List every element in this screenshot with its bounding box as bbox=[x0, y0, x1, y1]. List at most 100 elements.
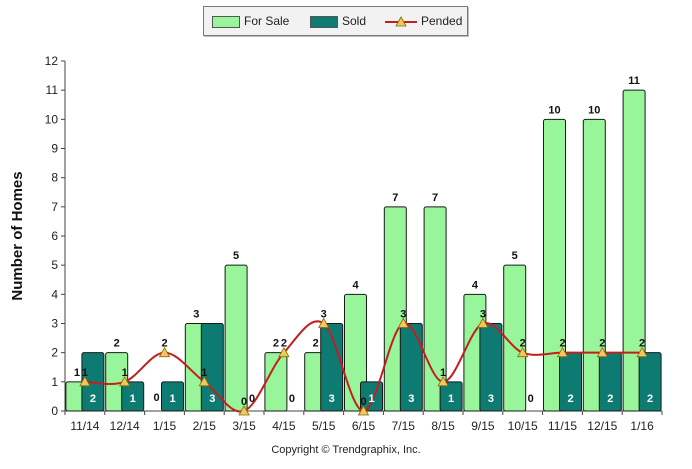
pended-marker bbox=[79, 376, 91, 387]
bar-for-sale bbox=[503, 264, 527, 412]
bar-sold bbox=[439, 381, 463, 412]
x-tick-label: 11/14 bbox=[70, 419, 99, 433]
pended-line bbox=[79, 317, 648, 416]
y-tick-label: 11 bbox=[46, 83, 59, 97]
label-pended: 0 bbox=[360, 396, 366, 408]
label-for-sale: 2 bbox=[273, 338, 279, 350]
label-sold: 0 bbox=[249, 393, 255, 405]
label-pended: 2 bbox=[639, 338, 645, 350]
label-pended: 3 bbox=[400, 309, 406, 321]
label-sold: 2 bbox=[90, 393, 96, 405]
label-for-sale: 5 bbox=[512, 250, 518, 262]
label-pended: 2 bbox=[599, 338, 605, 350]
pended-marker bbox=[318, 317, 330, 328]
pended-marker bbox=[437, 376, 449, 387]
label-for-sale: 2 bbox=[114, 338, 120, 350]
y-tick-label: 2 bbox=[51, 346, 58, 360]
label-pended: 0 bbox=[241, 396, 247, 408]
label-for-sale: 1 bbox=[74, 367, 80, 379]
x-tick-label: 9/15 bbox=[471, 419, 495, 433]
x-tick-label: 1/16 bbox=[630, 419, 654, 433]
label-pended: 2 bbox=[520, 338, 526, 350]
label-for-sale: 10 bbox=[588, 104, 600, 116]
bar-for-sale bbox=[543, 118, 566, 412]
x-tick-label: 10/15 bbox=[508, 419, 538, 433]
label-sold: 2 bbox=[607, 393, 613, 405]
legend-for-sale-swatch bbox=[212, 16, 240, 28]
legend-sold-label: Sold bbox=[342, 14, 367, 28]
pended-marker bbox=[278, 346, 290, 358]
label-sold: 0 bbox=[528, 393, 534, 405]
legend-sold-swatch bbox=[310, 16, 338, 28]
y-tick-label: 4 bbox=[51, 287, 58, 301]
label-sold: 3 bbox=[408, 393, 414, 405]
y-tick-label: 9 bbox=[51, 142, 58, 156]
label-for-sale: 4 bbox=[352, 279, 359, 291]
bar-sold bbox=[638, 352, 662, 412]
label-sold: 3 bbox=[488, 393, 494, 405]
label-for-sale: 7 bbox=[392, 192, 398, 204]
label-sold: 1 bbox=[368, 393, 374, 405]
pended-marker bbox=[357, 405, 370, 416]
legend-pended-label: Pended bbox=[421, 14, 463, 28]
x-tick-label: 5/15 bbox=[312, 419, 336, 433]
pended-marker bbox=[158, 346, 171, 358]
label-pended: 3 bbox=[321, 309, 327, 321]
bar-for-sale bbox=[582, 118, 606, 412]
label-sold: 1 bbox=[169, 393, 175, 405]
pended-marker bbox=[556, 346, 569, 358]
y-tick-label: 1 bbox=[51, 375, 58, 389]
x-tick-label: 12/14 bbox=[110, 419, 140, 433]
label-for-sale: 5 bbox=[233, 250, 239, 262]
pended-marker bbox=[477, 317, 489, 328]
x-tick-label: 8/15 bbox=[431, 419, 455, 433]
y-tick-label: 10 bbox=[45, 112, 59, 126]
label-sold: 2 bbox=[567, 393, 573, 405]
bar-sold bbox=[399, 323, 423, 412]
label-sold: 0 bbox=[289, 393, 295, 405]
label-sold: 1 bbox=[448, 393, 454, 405]
x-tick-label: 12/15 bbox=[587, 419, 617, 433]
label-sold: 3 bbox=[329, 393, 335, 405]
pended-marker bbox=[198, 376, 210, 387]
label-for-sale: 0 bbox=[153, 392, 159, 404]
label-pended: 1 bbox=[122, 367, 128, 379]
x-tick-label: 4/15 bbox=[272, 419, 296, 433]
pended-marker bbox=[517, 346, 529, 358]
pended-marker bbox=[397, 317, 409, 328]
label-sold: 3 bbox=[209, 393, 215, 405]
bar-for-sale bbox=[622, 89, 646, 412]
bar-sold bbox=[161, 381, 184, 412]
pended-marker bbox=[119, 376, 131, 387]
legend-pended-line-icon bbox=[385, 16, 417, 27]
label-for-sale: 11 bbox=[628, 75, 640, 87]
x-tick-label: 1/15 bbox=[153, 419, 177, 433]
legend-for-sale-label: For Sale bbox=[244, 14, 290, 28]
label-for-sale: 10 bbox=[548, 104, 560, 116]
label-for-sale: 2 bbox=[313, 338, 319, 350]
x-tick-label: 11/15 bbox=[548, 419, 577, 433]
y-tick-label: 6 bbox=[51, 229, 58, 243]
label-pended: 1 bbox=[440, 367, 446, 379]
y-tick-label: 8 bbox=[51, 171, 58, 185]
y-tick-label: 3 bbox=[51, 317, 58, 331]
label-pended: 1 bbox=[201, 367, 207, 379]
label-sold: 1 bbox=[130, 393, 136, 405]
y-axis-title: Number of Homes bbox=[9, 171, 26, 300]
label-for-sale: 4 bbox=[472, 279, 479, 291]
label-pended: 2 bbox=[559, 338, 565, 350]
x-tick-label: 3/15 bbox=[232, 419, 256, 433]
bar-for-sale bbox=[224, 264, 248, 412]
pended-marker bbox=[238, 405, 250, 416]
legend: For Sale Sold Pended bbox=[203, 6, 468, 36]
bar-sold bbox=[200, 323, 224, 412]
label-sold: 2 bbox=[647, 393, 653, 405]
y-tick-label: 12 bbox=[45, 54, 59, 68]
label-pended: 1 bbox=[82, 367, 88, 379]
label-pended: 3 bbox=[480, 309, 486, 321]
x-tick-label: 7/15 bbox=[392, 419, 416, 433]
label-pended: 2 bbox=[161, 338, 167, 350]
label-for-sale: 3 bbox=[193, 309, 199, 321]
